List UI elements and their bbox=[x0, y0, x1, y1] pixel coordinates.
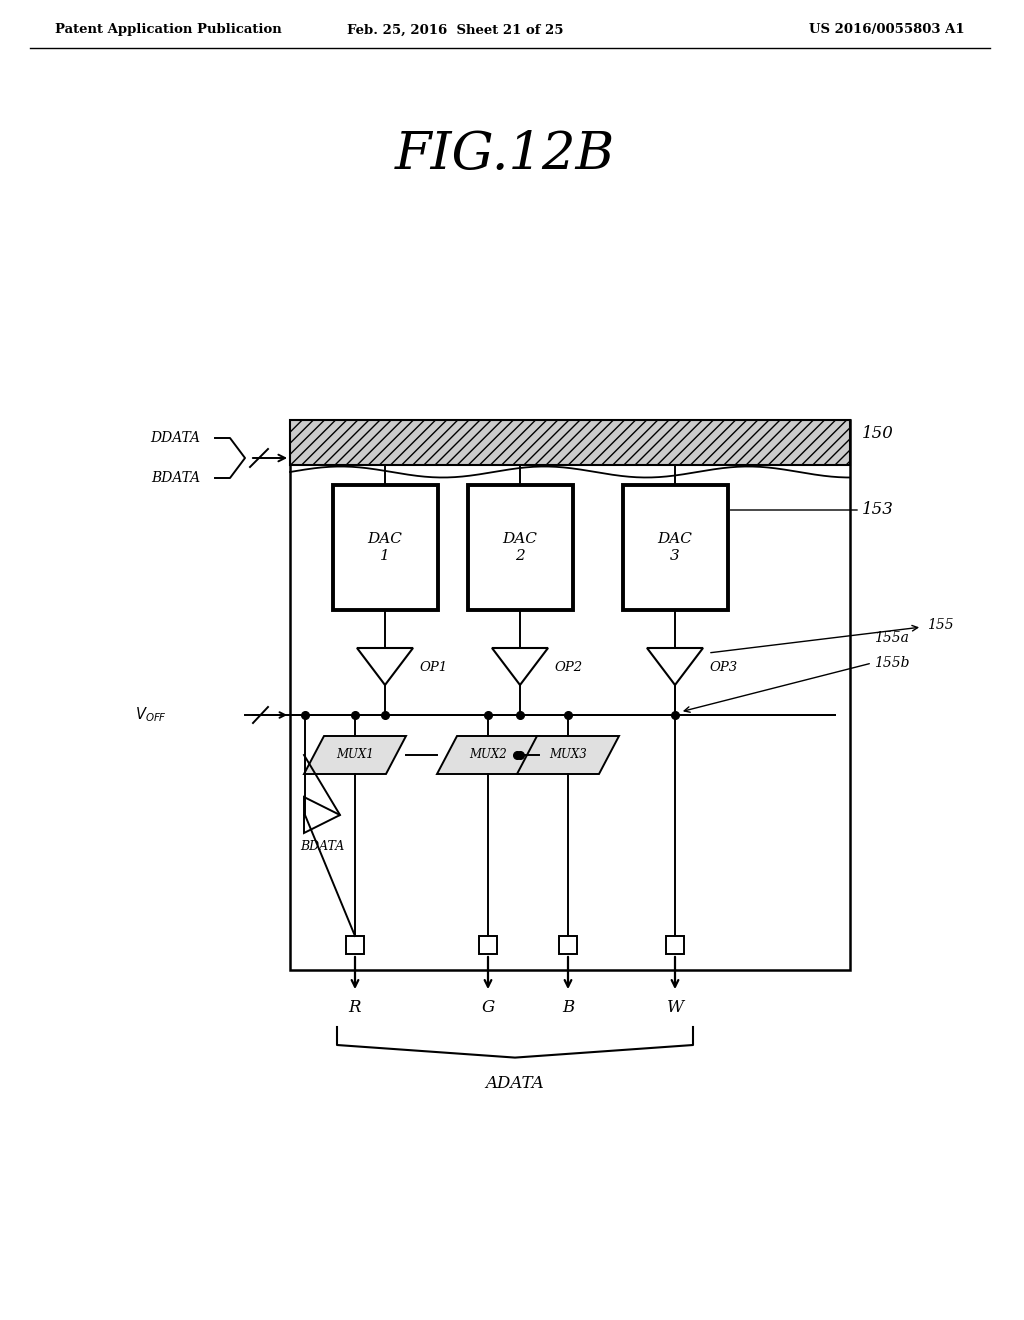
Text: 150: 150 bbox=[862, 425, 894, 442]
Text: DDATA: DDATA bbox=[150, 432, 200, 445]
Text: MUX1: MUX1 bbox=[336, 748, 374, 762]
Text: 153: 153 bbox=[862, 502, 894, 519]
Bar bbox=[468, 484, 572, 610]
Bar bbox=[666, 936, 684, 954]
Text: BDATA: BDATA bbox=[300, 841, 344, 854]
Text: DAC
1: DAC 1 bbox=[368, 532, 402, 562]
Polygon shape bbox=[357, 648, 413, 685]
Text: G: G bbox=[481, 998, 495, 1015]
Text: BDATA: BDATA bbox=[151, 471, 200, 484]
Bar bbox=[559, 936, 577, 954]
Text: 155b: 155b bbox=[874, 656, 909, 671]
Text: DAC
3: DAC 3 bbox=[657, 532, 692, 562]
Text: DAC
2: DAC 2 bbox=[503, 532, 538, 562]
Text: MUX2: MUX2 bbox=[469, 748, 507, 762]
Text: FIG.12B: FIG.12B bbox=[395, 129, 615, 181]
Bar bbox=[479, 936, 497, 954]
Polygon shape bbox=[492, 648, 548, 685]
Text: Patent Application Publication: Patent Application Publication bbox=[55, 24, 282, 37]
Text: OP1: OP1 bbox=[419, 660, 447, 673]
Text: Feb. 25, 2016  Sheet 21 of 25: Feb. 25, 2016 Sheet 21 of 25 bbox=[347, 24, 563, 37]
Polygon shape bbox=[304, 797, 340, 833]
Polygon shape bbox=[437, 737, 539, 774]
Text: OP3: OP3 bbox=[709, 660, 737, 673]
Text: R: R bbox=[349, 998, 361, 1015]
Bar bbox=[623, 484, 727, 610]
Text: 155: 155 bbox=[927, 618, 953, 632]
Text: $V_{OFF}$: $V_{OFF}$ bbox=[135, 706, 167, 725]
Bar bbox=[290, 420, 850, 465]
Text: US 2016/0055803 A1: US 2016/0055803 A1 bbox=[809, 24, 965, 37]
Bar bbox=[333, 484, 437, 610]
Text: 155a: 155a bbox=[874, 631, 909, 645]
Bar bbox=[290, 420, 850, 970]
Bar bbox=[346, 936, 364, 954]
Text: B: B bbox=[562, 998, 574, 1015]
Polygon shape bbox=[304, 737, 406, 774]
Text: W: W bbox=[667, 998, 684, 1015]
Text: MUX3: MUX3 bbox=[549, 748, 587, 762]
Polygon shape bbox=[647, 648, 703, 685]
Polygon shape bbox=[517, 737, 618, 774]
Text: ADATA: ADATA bbox=[485, 1074, 545, 1092]
Text: OP2: OP2 bbox=[554, 660, 582, 673]
